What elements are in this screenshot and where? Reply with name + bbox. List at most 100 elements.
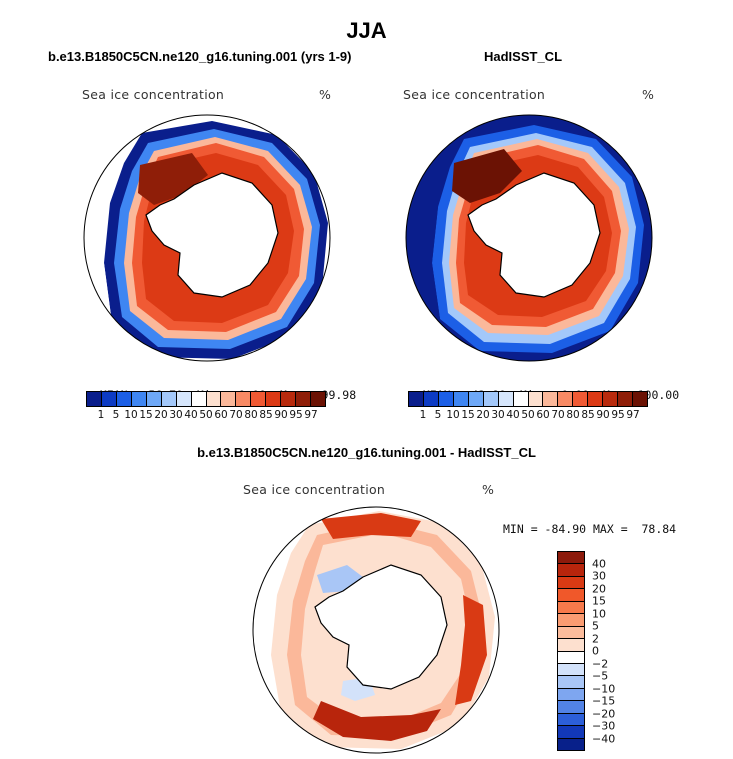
colorbar-tick-label: 1 [419,409,427,421]
colorbar-swatch [558,552,584,565]
colorbar-swatch [483,392,499,406]
colorbar-tick-label: 80 [244,409,258,421]
colorbar-swatch [146,392,162,406]
colorbar-tick-label: 97 [304,409,318,421]
model-colorbar-labels: 1 5 10 15 20 30 40 50 60 70 80 85 90 95 97 [86,409,326,423]
colorbar-swatch [281,392,297,406]
colorbar-tick-label: 15 [139,409,153,421]
colorbar-swatch [558,676,584,689]
colorbar-swatch [221,392,237,406]
colorbar-swatch [87,392,102,406]
colorbar-tick-label: 30 [592,569,606,583]
obs-open-ocean-left [406,203,440,361]
colorbar-tick-label: 5 [112,409,120,421]
colorbar-swatch [161,392,177,406]
colorbar-tick-label: 15 [461,409,475,421]
obs-colorbar-labels: 1 5 10 15 20 30 40 50 60 70 80 85 90 95 97 [408,409,648,423]
colorbar-tick-label: 30 [491,409,505,421]
colorbar-swatch [558,738,584,750]
obs-ice-dark-patch [452,149,522,203]
colorbar-swatch [176,392,192,406]
colorbar-swatch [206,392,222,406]
colorbar-swatch [101,392,117,406]
colorbar-tick-label: −40 [592,732,616,745]
colorbar-tick-label: −20 [592,707,616,720]
colorbar-swatch [558,601,584,615]
colorbar-swatch [633,392,647,406]
colorbar-tick-label: 90 [596,409,610,421]
colorbar-tick-label: 97 [626,409,640,421]
colorbar-swatch [438,392,454,406]
model-plot-title: b.e13.B1850C5CN.ne120_g16.tuning.001 (yr… [48,49,352,64]
colorbar-tick-label: 10 [124,409,138,421]
colorbar-tick-label: 95 [611,409,625,421]
colorbar-tick-label: 50 [521,409,535,421]
colorbar-tick-label: 20 [154,409,168,421]
model-max-value: 99.98 [321,388,357,402]
colorbar-tick-label: 40 [184,409,198,421]
colorbar-swatch [558,564,584,577]
obs-plot-title: HadISST_CL [484,49,563,64]
model-ice-dark-patch [138,153,208,205]
obs-antarctica [467,172,601,298]
colorbar-tick-label: 5 [592,619,599,633]
colorbar-swatch [558,392,574,406]
diff-antarctica [314,564,448,690]
colorbar-tick-label: 60 [214,409,228,421]
colorbar-tick-label: 90 [274,409,288,421]
colorbar-swatch [558,576,584,590]
colorbar-swatch [618,392,634,406]
colorbar-swatch [558,589,584,602]
page-title: JJA [346,18,387,43]
model-plot-variable-label: Sea ice concentration [82,87,225,102]
colorbar-tick-label: 20 [476,409,490,421]
colorbar-tick-label: 40 [592,557,606,570]
diff-positive-right-lobe [455,595,487,705]
colorbar-tick-label: −15 [592,694,616,708]
colorbar-swatch [558,688,584,702]
colorbar-tick-label: −2 [592,657,609,670]
colorbar-swatch [558,614,584,627]
obs-plot-variable-label: Sea ice concentration [403,87,546,102]
colorbar-swatch [468,392,484,406]
diff-colorbar-labels: 40 30 20 15 10 5 2 0 −2 −5 −10 −15 −20 −30 −40 [592,551,632,751]
diff-plot-units-label: % [482,482,495,497]
colorbar-tick-label: 10 [592,607,606,620]
colorbar-tick-label: 70 [229,409,243,421]
colorbar-swatch [573,392,589,406]
colorbar-swatch [543,392,559,406]
colorbar-tick-label: 85 [581,409,595,421]
colorbar-tick-label: −30 [592,719,616,733]
model-antarctica [145,172,279,298]
obs-polar-map [405,114,653,362]
colorbar-swatch [513,392,529,406]
colorbar-tick-label: 40 [506,409,520,421]
diff-plot-variable-label: Sea ice concentration [243,482,386,497]
colorbar-tick-label: 80 [566,409,580,421]
colorbar-tick-label: 70 [551,409,565,421]
obs-colorbar [408,391,648,407]
colorbar-tick-label: 2 [592,632,599,645]
colorbar-swatch [296,392,312,406]
colorbar-swatch [588,392,604,406]
diff-plot-title: b.e13.B1850C5CN.ne120_g16.tuning.001 - H… [197,445,536,460]
colorbar-tick-label: 30 [169,409,183,421]
colorbar-tick-label: −5 [592,669,609,683]
model-colorbar [86,391,326,407]
colorbar-tick-label: 50 [199,409,213,421]
colorbar-tick-label: 15 [592,594,606,608]
colorbar-tick-label: 10 [446,409,460,421]
colorbar-swatch [498,392,514,406]
colorbar-tick-label: −10 [592,682,616,695]
colorbar-swatch [453,392,469,406]
colorbar-tick-label: 20 [592,582,606,595]
colorbar-swatch [528,392,544,406]
colorbar-swatch [558,713,584,727]
diff-colorbar [557,551,585,751]
diff-polar-map [252,506,500,754]
colorbar-swatch [558,639,584,652]
diff-positive-top-lobe [321,513,421,539]
colorbar-tick-label: 1 [97,409,105,421]
colorbar-swatch [423,392,439,406]
colorbar-tick-label: 60 [536,409,550,421]
